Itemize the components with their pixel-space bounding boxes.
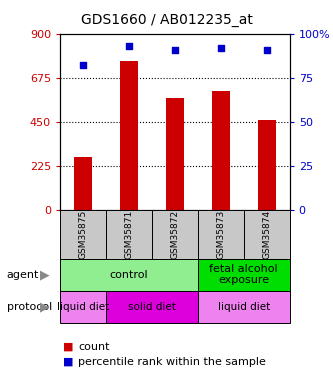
Text: liquid diet: liquid diet xyxy=(218,302,270,312)
Bar xyxy=(244,210,290,259)
Text: GSM35872: GSM35872 xyxy=(170,210,179,259)
Bar xyxy=(106,291,198,322)
Bar xyxy=(60,291,106,322)
Bar xyxy=(198,291,290,322)
Text: agent: agent xyxy=(7,270,39,280)
Text: count: count xyxy=(78,342,110,352)
Text: control: control xyxy=(110,270,148,280)
Text: GSM35875: GSM35875 xyxy=(78,210,88,259)
Text: GSM35874: GSM35874 xyxy=(262,210,271,259)
Point xyxy=(264,46,269,53)
Text: ■: ■ xyxy=(63,342,74,352)
Text: protocol: protocol xyxy=(7,302,52,312)
Bar xyxy=(120,61,138,210)
Bar xyxy=(257,120,276,210)
Bar xyxy=(166,98,184,210)
Point xyxy=(126,43,132,49)
Point xyxy=(218,45,223,51)
Bar xyxy=(152,210,198,259)
Bar xyxy=(198,259,290,291)
Text: ■: ■ xyxy=(63,357,74,367)
Bar xyxy=(106,210,152,259)
Bar xyxy=(74,157,92,210)
Bar xyxy=(60,210,106,259)
Bar xyxy=(211,90,230,210)
Bar xyxy=(60,259,198,291)
Point xyxy=(172,46,177,53)
Point xyxy=(80,63,86,69)
Text: ▶: ▶ xyxy=(40,268,50,281)
Text: ▶: ▶ xyxy=(40,300,50,313)
Text: GDS1660 / AB012235_at: GDS1660 / AB012235_at xyxy=(81,13,252,27)
Text: percentile rank within the sample: percentile rank within the sample xyxy=(78,357,266,367)
Text: GSM35871: GSM35871 xyxy=(124,210,134,259)
Text: GSM35873: GSM35873 xyxy=(216,210,225,259)
Text: fetal alcohol
exposure: fetal alcohol exposure xyxy=(209,264,278,285)
Text: liquid diet: liquid diet xyxy=(57,302,109,312)
Bar xyxy=(198,210,244,259)
Text: solid diet: solid diet xyxy=(128,302,176,312)
